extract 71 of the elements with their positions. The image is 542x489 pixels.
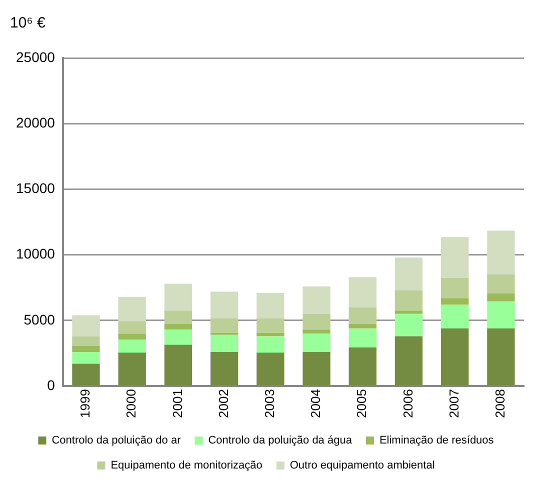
bar: [256, 318, 284, 333]
x-tick-label: 2008: [492, 389, 508, 418]
bar: [302, 334, 330, 352]
bar: [302, 352, 330, 386]
x-tick-label: 2006: [400, 389, 416, 418]
bar: [487, 274, 515, 294]
bar: [164, 330, 192, 345]
bar: [72, 364, 100, 386]
bar: [441, 304, 469, 328]
legend-label: Equipamento de monitorização: [110, 460, 262, 472]
bar: [348, 328, 376, 348]
bar: [441, 237, 469, 278]
legend-label: Controlo da poluição do ar: [52, 434, 182, 447]
bar: [72, 336, 100, 346]
x-tick-label: 2007: [446, 389, 462, 418]
bar: [210, 334, 238, 352]
legend-label: Controlo da poluição da água: [208, 434, 353, 447]
x-tick-label: 2003: [262, 389, 277, 418]
bar: [394, 310, 423, 314]
bar: [256, 332, 284, 336]
bar: [348, 347, 376, 386]
bar: [394, 336, 423, 386]
bar: [348, 277, 376, 308]
bar: [210, 352, 238, 386]
bar: [210, 292, 238, 318]
y-tick-label: 15000: [16, 180, 56, 196]
bar: [394, 257, 423, 290]
bar: [118, 296, 146, 322]
x-tick-label: 2000: [124, 389, 139, 418]
bar: [487, 328, 515, 386]
bar: [118, 321, 146, 334]
bar: [302, 286, 330, 314]
x-tick-label: 1999: [78, 389, 93, 418]
bar: [210, 318, 238, 333]
bar: [118, 352, 146, 386]
bar: [72, 346, 100, 352]
y-tick-label: 10000: [16, 246, 56, 262]
y-tick-label: 20000: [16, 114, 56, 130]
bar: [256, 292, 284, 318]
bar: [118, 339, 146, 353]
legend-label: Eliminação de resíduos: [379, 434, 494, 447]
bar: [441, 298, 469, 305]
bar: [394, 314, 423, 336]
bar: [441, 278, 469, 298]
y-tick-label: 0: [47, 376, 56, 393]
bar: [487, 301, 515, 328]
bar: [72, 352, 100, 364]
bar: [164, 324, 192, 330]
y-axis-title: 10⁶ €: [10, 14, 46, 32]
x-tick-label: 2002: [216, 389, 231, 418]
bar: [348, 307, 376, 324]
bar: [164, 284, 192, 311]
bar: [256, 336, 284, 353]
bar: [394, 290, 423, 311]
bar: [441, 328, 469, 386]
bar: [348, 324, 376, 328]
legend-label: Outro equipamento ambiental: [290, 460, 435, 472]
y-tick-label: 25000: [16, 48, 56, 65]
bar: [302, 330, 330, 334]
bar: [487, 230, 515, 275]
x-tick-label: 2004: [308, 389, 324, 418]
bar: [72, 315, 100, 336]
y-tick-label: 5000: [24, 311, 56, 328]
bar: [487, 294, 515, 302]
bar: [302, 314, 330, 330]
bar: [164, 344, 192, 386]
bar: [256, 352, 284, 386]
x-tick-label: 2001: [170, 389, 185, 418]
bar: [118, 334, 146, 340]
x-tick-label: 2005: [354, 389, 370, 418]
bar: [164, 310, 192, 324]
